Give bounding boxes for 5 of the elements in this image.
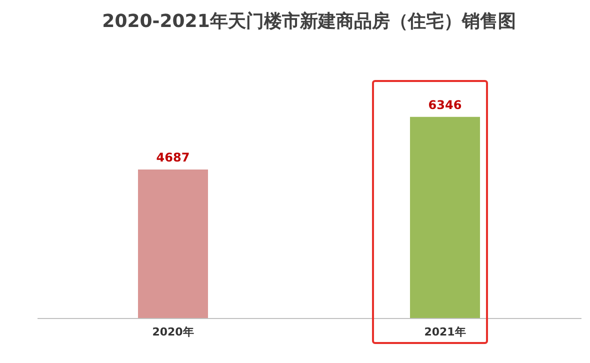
x-tick-label: 2020年 <box>152 326 194 338</box>
data-label: 4687 <box>156 150 190 164</box>
data-label: 6346 <box>428 98 462 112</box>
x-tick-label: 2021年 <box>424 326 466 338</box>
chart-title: 2020-2021年天门楼市新建商品房（住宅）销售图 <box>102 10 516 32</box>
